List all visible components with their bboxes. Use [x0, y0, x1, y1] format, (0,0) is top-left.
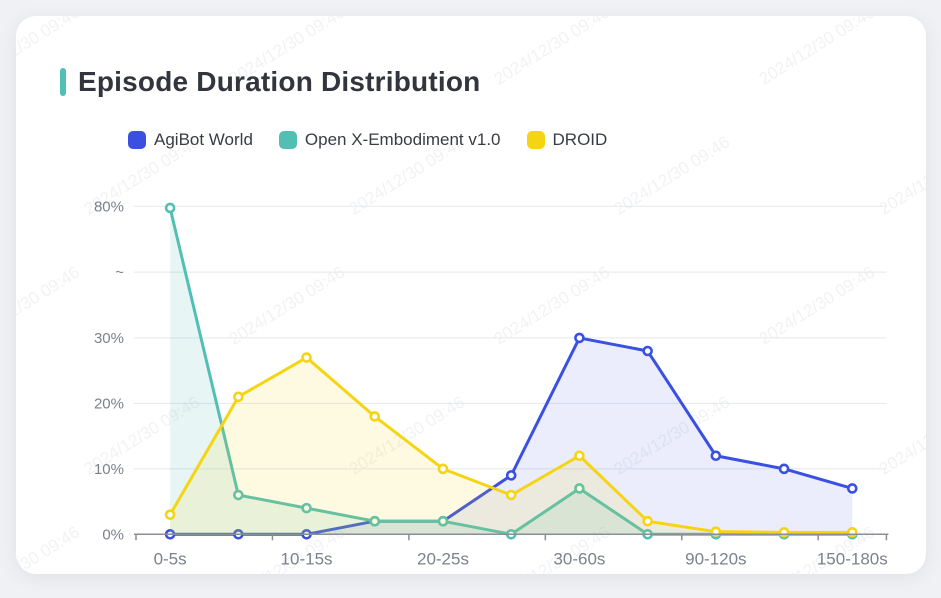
data-point-open-x-embodiment-v1-0[interactable]	[233, 489, 244, 501]
data-point-agibot-world[interactable]	[710, 450, 722, 462]
data-point-open-x-embodiment-v1-0[interactable]	[369, 515, 381, 527]
data-point-droid[interactable]	[505, 489, 517, 501]
legend-label: Open X-Embodiment v1.0	[304, 130, 501, 149]
data-point-agibot-world[interactable]	[505, 470, 517, 481]
data-point-droid[interactable]	[846, 527, 858, 538]
data-point-open-x-embodiment-v1-0[interactable]	[164, 202, 176, 214]
data-point-droid[interactable]	[369, 411, 381, 422]
legend-swatch-icon	[128, 131, 146, 149]
y-tick-label: 0%	[102, 526, 124, 543]
data-point-droid[interactable]	[437, 463, 449, 475]
y-tick-label: 80%	[94, 198, 124, 215]
data-point-open-x-embodiment-v1-0[interactable]	[301, 502, 312, 514]
data-point-agibot-world[interactable]	[574, 332, 585, 344]
x-tick-label: 30-60s	[553, 549, 605, 568]
data-point-agibot-world[interactable]	[642, 345, 653, 357]
y-tick-label: 10%	[94, 461, 124, 478]
x-tick-label: 90-120s	[685, 549, 746, 568]
data-point-open-x-embodiment-v1-0[interactable]	[437, 515, 449, 527]
data-point-open-x-embodiment-v1-0[interactable]	[574, 483, 585, 494]
data-point-agibot-world[interactable]	[846, 483, 858, 494]
data-point-droid[interactable]	[301, 352, 312, 363]
legend-item-open-x-embodiment-v1-0[interactable]: Open X-Embodiment v1.0	[278, 130, 501, 150]
chart-legend: AgiBot World Open X-Embodiment v1.0 DROID	[128, 130, 607, 150]
data-point-droid[interactable]	[642, 515, 653, 527]
legend-label: AgiBot World	[154, 130, 253, 149]
chart-header: Episode Duration Distribution	[60, 66, 480, 98]
title-accent-bar	[60, 68, 66, 96]
data-point-droid[interactable]	[574, 450, 585, 462]
legend-swatch-icon	[278, 131, 297, 149]
series-area-open-x-embodiment-v1-0	[170, 207, 853, 535]
legend-label: DROID	[552, 130, 608, 149]
x-tick-label: 10-15s	[281, 549, 333, 568]
legend-item-agibot-world[interactable]: AgiBot World	[128, 130, 253, 150]
data-point-droid[interactable]	[164, 509, 176, 520]
x-tick-label: 20-25s	[417, 549, 469, 568]
data-point-agibot-world[interactable]	[778, 463, 790, 475]
x-tick-label: 0-5s	[154, 549, 187, 568]
y-axis-break-label: ~	[115, 264, 124, 281]
series-area-agibot-world	[170, 337, 853, 535]
chart-card: 2024/12/30 09:46 2024/12/30 09:46 2024/12/…	[16, 16, 926, 574]
data-point-droid[interactable]	[233, 391, 244, 403]
series-area-droid	[170, 357, 853, 535]
y-tick-label: 30%	[94, 330, 124, 347]
chart-title: Episode Duration Distribution	[78, 66, 481, 97]
legend-swatch-icon	[526, 131, 545, 149]
data-point-droid[interactable]	[778, 527, 790, 538]
x-tick-label: 150-180s	[817, 549, 888, 568]
y-tick-label: 20%	[94, 395, 124, 412]
legend-item-droid[interactable]: DROID	[526, 130, 608, 150]
duration-distribution-chart: 0% 10% 20% 30% ~80% 0-5s 10-15s 20-25s 30-60s 90-…	[94, 198, 889, 568]
